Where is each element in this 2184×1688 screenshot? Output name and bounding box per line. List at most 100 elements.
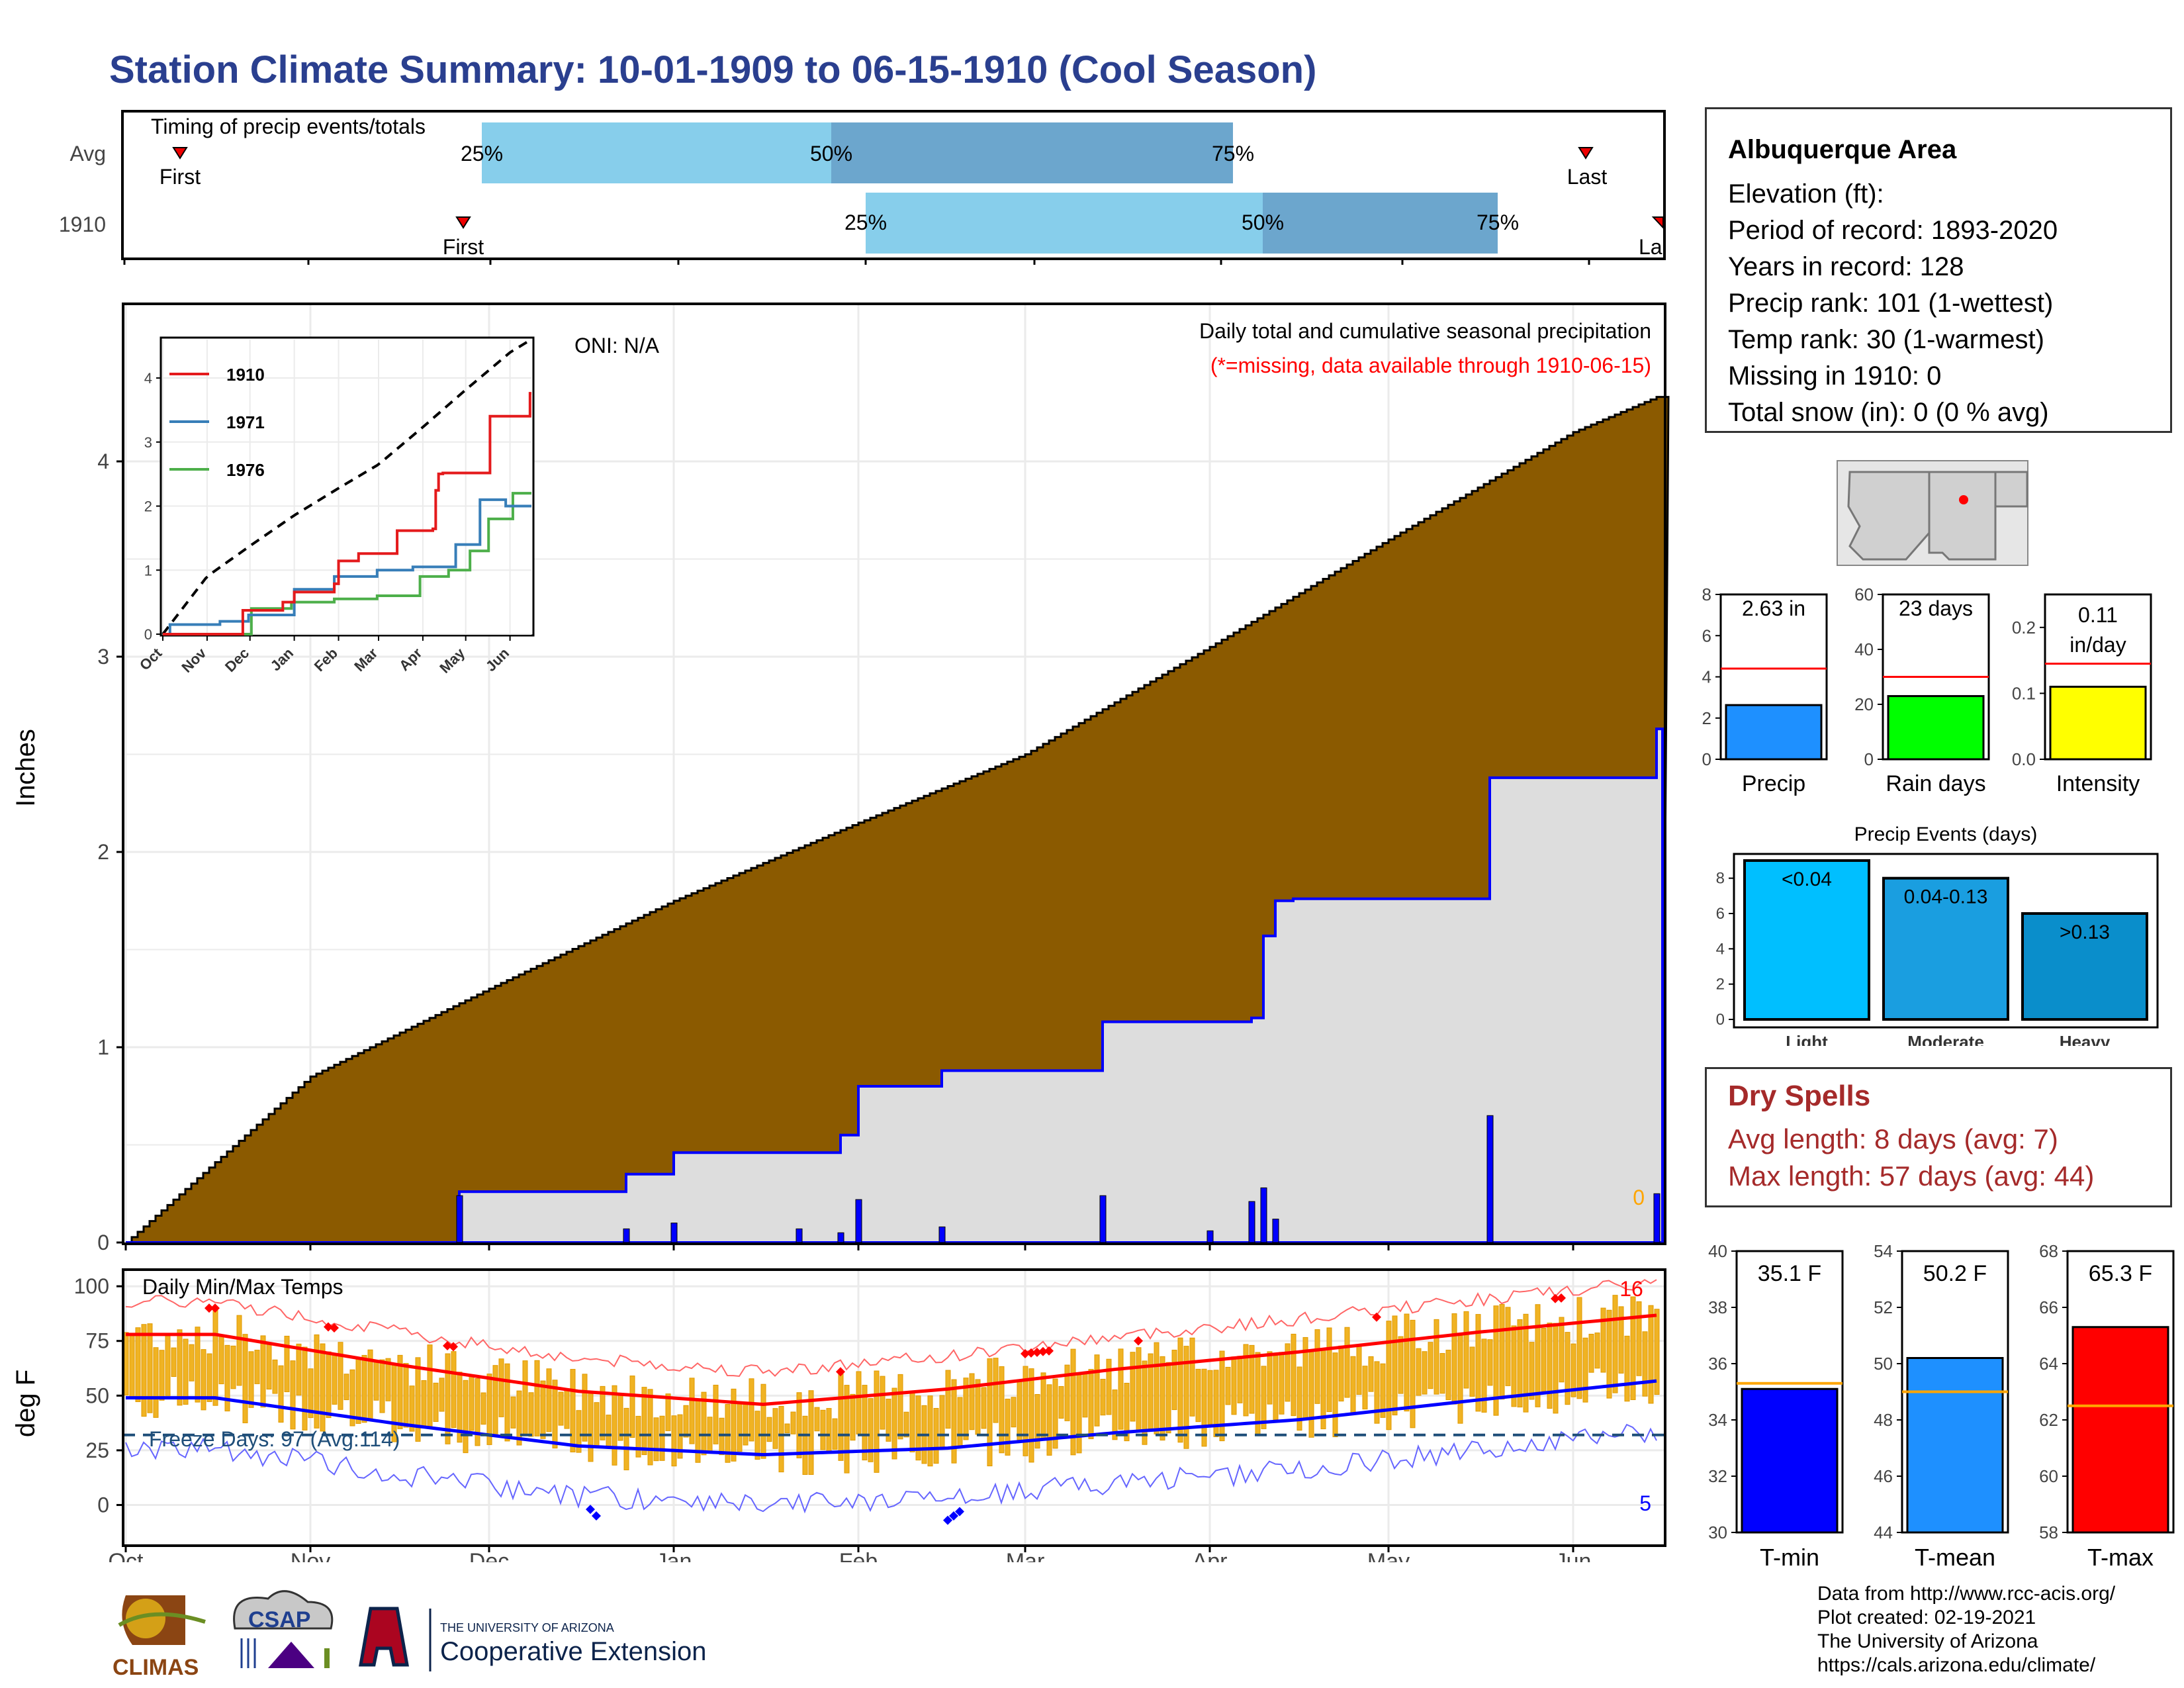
- avg-p25-label: 25%: [461, 142, 503, 165]
- temp-day-bar: [1082, 1373, 1088, 1418]
- temp-day-bar: [355, 1358, 361, 1424]
- record-high-marker: [1044, 1346, 1054, 1356]
- temp-xtick-label: Jan: [656, 1549, 692, 1562]
- temp-day-bar: [463, 1380, 469, 1454]
- temp-day-bar: [594, 1402, 600, 1446]
- temp-day-bar: [1189, 1337, 1195, 1417]
- temp-day-bar: [242, 1334, 248, 1423]
- temp-day-bar: [790, 1411, 796, 1434]
- temp-day-bar: [534, 1360, 540, 1436]
- temp-summary-ytick-label: 52: [1874, 1297, 1893, 1317]
- temp-day-bar: [343, 1374, 349, 1401]
- temp-day-bar: [635, 1415, 641, 1458]
- temp-day-bar: [1034, 1393, 1040, 1449]
- temp-summary-ytick-label: 68: [2039, 1241, 2058, 1261]
- mini-precip-bar: [1725, 704, 1823, 761]
- temp-day-bar: [1368, 1356, 1374, 1392]
- temp-day-bar: [808, 1390, 814, 1476]
- mini-precip-value: 2.63 in: [1742, 596, 1805, 620]
- temp-summary-bar: [1906, 1357, 2004, 1534]
- temp-day-bar: [1457, 1335, 1463, 1424]
- temp-day-bar: [361, 1354, 367, 1423]
- record-low-marker: [955, 1507, 964, 1517]
- events-xlabel: Heavy: [2060, 1032, 2111, 1046]
- temp-xtick-label: Jun: [1555, 1549, 1592, 1562]
- temp-day-bar: [814, 1407, 820, 1432]
- temp-day-bar: [737, 1402, 743, 1452]
- daily-precip-bar: [1260, 1187, 1267, 1243]
- temp-day-bar: [766, 1417, 772, 1442]
- precip-ytick-label: 2: [97, 840, 109, 864]
- credits: Data from http://www.rcc-acis.org/ Plot …: [1817, 1582, 2115, 1677]
- temp-day-bar: [260, 1335, 266, 1408]
- ua-big-text: Cooperative Extension: [440, 1637, 706, 1666]
- events-title: Precip Events (days): [1854, 823, 2038, 845]
- temp-day-bar: [1201, 1368, 1207, 1447]
- temp-day-bar: [492, 1365, 498, 1436]
- daily-precip-bar: [1206, 1230, 1214, 1243]
- daily-precip-bar: [456, 1195, 463, 1243]
- record-low-marker: [586, 1505, 595, 1515]
- arizona-shape: [1847, 471, 1931, 561]
- temp-summary-ytick-label: 54: [1874, 1241, 1893, 1261]
- temp-day-bar: [1511, 1325, 1517, 1407]
- 1910-p50-label: 50%: [1242, 211, 1284, 234]
- temp-day-bar: [1219, 1350, 1225, 1442]
- temp-day-bar: [469, 1374, 475, 1431]
- temp-day-bar: [1011, 1397, 1017, 1428]
- mini-precip-ytick-label: 4: [1702, 667, 1711, 687]
- inset-1910-line: [163, 392, 531, 635]
- temp-day-bar: [951, 1379, 957, 1464]
- temp-day-bar: [266, 1342, 272, 1390]
- temp-daily-bars: [123, 1295, 1660, 1476]
- temp-day-bar: [308, 1368, 314, 1419]
- inset-xtick-label: Mar: [351, 645, 381, 675]
- inset-yticks: 0 1 2 3 4: [144, 370, 161, 643]
- 1910-quartile-bar-2: [1263, 193, 1498, 254]
- temp-summary-value: 50.2 F: [1923, 1261, 1987, 1286]
- precip-ytick-label: 3: [97, 645, 109, 669]
- temp-day-bar: [1058, 1385, 1064, 1419]
- temp-day-bar: [195, 1327, 201, 1403]
- record-high-marker: [324, 1322, 333, 1332]
- temp-summary-value: 65.3 F: [2089, 1261, 2152, 1286]
- temp-day-bar: [993, 1358, 999, 1423]
- temp-day-bar: [1267, 1351, 1273, 1405]
- mini-precip-xlabel: Precip: [1742, 771, 1805, 796]
- daily-precip-bar: [796, 1228, 803, 1243]
- record-high-marker: [1032, 1347, 1042, 1357]
- temp-day-bar: [1225, 1366, 1231, 1405]
- temp-day-bar: [1505, 1307, 1511, 1386]
- temp-summary-ytick-label: 32: [1708, 1466, 1727, 1486]
- temp-xtick-label: Apr: [1193, 1549, 1228, 1562]
- temp-day-bar: [862, 1385, 868, 1461]
- inset-xtick-label: May: [436, 644, 468, 676]
- record-min-line: [125, 1423, 1657, 1514]
- mini-precip-unit: in/day: [2070, 633, 2126, 657]
- inset-ytick-label: 0: [144, 626, 152, 643]
- credit-created: Plot created: 02-19-2021: [1817, 1607, 2036, 1628]
- temp-day-bar: [576, 1410, 582, 1453]
- temp-day-bar: [909, 1390, 915, 1452]
- temp-xtick-label: Dec: [469, 1549, 509, 1562]
- temp-day-bar: [1475, 1314, 1481, 1412]
- inset-xtick-label: Jan: [267, 645, 296, 674]
- 1910-p25-label: 25%: [844, 211, 887, 234]
- missing-note: (*=missing, data available through 1910-…: [1210, 353, 1651, 377]
- inset-xtick-label: Nov: [178, 644, 210, 676]
- ua-logo: THE UNIVERSITY OF ARIZONA Cooperative Ex…: [359, 1607, 706, 1671]
- events-bar: [2021, 912, 2148, 1021]
- inset-xtick-label: Feb: [311, 645, 341, 675]
- freeze-days-label: Freeze Days: 97 (Avg:114): [149, 1427, 400, 1451]
- temp-day-bar: [486, 1374, 492, 1445]
- mini-precip-ytick-label: 20: [1854, 694, 1874, 714]
- temp-day-bar: [1648, 1305, 1654, 1404]
- temp-day-bar: [272, 1359, 278, 1394]
- record-max-line: [125, 1279, 1657, 1378]
- temp-day-bar: [743, 1403, 749, 1446]
- temp-day-bar: [212, 1309, 218, 1406]
- temp-day-bar: [165, 1335, 171, 1396]
- temp-day-bar: [677, 1414, 683, 1459]
- temp-day-bar: [975, 1379, 981, 1435]
- temp-day-bar: [1350, 1356, 1356, 1414]
